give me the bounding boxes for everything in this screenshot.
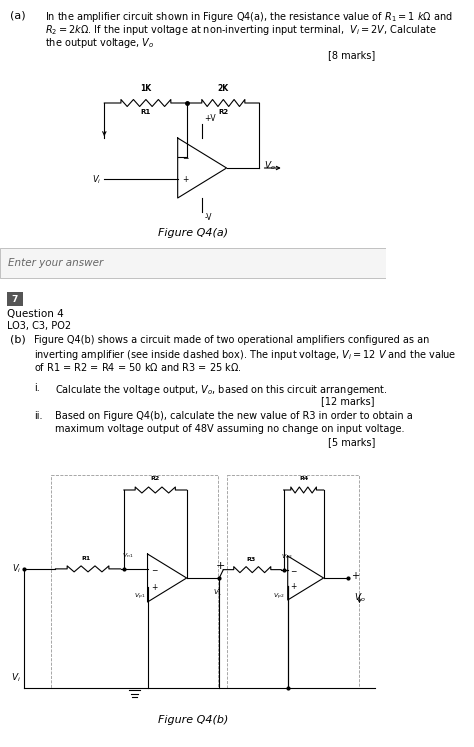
Text: $-$: $-$ xyxy=(290,565,298,574)
Text: of R1 = R2 = R4 = 50 k$\Omega$ and R3 = 25 k$\Omega$.: of R1 = R2 = R4 = 50 k$\Omega$ and R3 = … xyxy=(34,361,242,373)
Text: R1: R1 xyxy=(141,109,151,115)
Text: 7: 7 xyxy=(11,294,18,303)
Text: R2: R2 xyxy=(151,476,160,481)
Text: $R_2 = 2k\Omega$. If the input voltage at non-inverting input terminal,  $V_i = : $R_2 = 2k\Omega$. If the input voltage a… xyxy=(45,23,437,37)
Text: $V_{n2}$: $V_{n2}$ xyxy=(281,552,292,561)
Text: (a): (a) xyxy=(10,10,26,20)
Text: Figure Q4(b) shows a circuit made of two operational amplifiers configured as an: Figure Q4(b) shows a circuit made of two… xyxy=(34,335,429,345)
Text: [12 marks]: [12 marks] xyxy=(321,396,375,406)
Bar xyxy=(7,292,23,306)
Bar xyxy=(51,475,219,688)
Text: $V_1$: $V_1$ xyxy=(213,588,222,598)
Text: Figure Q4(b): Figure Q4(b) xyxy=(158,715,228,725)
Text: $+$: $+$ xyxy=(290,581,298,592)
Text: $V_o$: $V_o$ xyxy=(354,592,365,604)
Text: -V: -V xyxy=(205,213,212,222)
Text: LO3, C3, PO2: LO3, C3, PO2 xyxy=(7,321,71,331)
Text: R3: R3 xyxy=(246,557,255,562)
Text: [8 marks]: [8 marks] xyxy=(328,50,375,60)
Text: R1: R1 xyxy=(82,556,91,561)
Text: $V_{p2}$: $V_{p2}$ xyxy=(273,592,284,601)
Text: 1K: 1K xyxy=(140,84,152,93)
Text: $V_i$: $V_i$ xyxy=(11,672,21,684)
Bar xyxy=(227,475,359,688)
Text: maximum voltage output of 48V assuming no change on input voltage.: maximum voltage output of 48V assuming n… xyxy=(55,424,405,434)
Text: $V_i$: $V_i$ xyxy=(12,562,21,575)
Text: +: + xyxy=(216,561,226,571)
Text: (b): (b) xyxy=(10,335,26,345)
Text: $+$: $+$ xyxy=(182,174,190,185)
Text: Calculate the voltage output, $V_o$, based on this circuit arrangement.: Calculate the voltage output, $V_o$, bas… xyxy=(55,383,388,397)
Text: inverting amplifier (see inside dashed box). The input voltage, $V_i = 12\ V$ an: inverting amplifier (see inside dashed b… xyxy=(34,348,456,362)
Text: +V: +V xyxy=(205,114,216,123)
Text: $V_i$: $V_i$ xyxy=(92,173,101,186)
Text: +: + xyxy=(351,571,359,581)
Text: Enter your answer: Enter your answer xyxy=(8,258,103,268)
Text: ii.: ii. xyxy=(34,411,43,421)
Text: $-$: $-$ xyxy=(151,565,158,574)
Text: -: - xyxy=(351,683,355,693)
Text: In the amplifier circuit shown in Figure Q4(a), the resistance value of $R_1 = 1: In the amplifier circuit shown in Figure… xyxy=(45,10,453,24)
Text: $V_{p1}$: $V_{p1}$ xyxy=(135,592,146,602)
Text: R2: R2 xyxy=(218,109,228,115)
Text: 2K: 2K xyxy=(218,84,229,93)
Text: $-$: $-$ xyxy=(182,152,190,161)
Bar xyxy=(0,248,386,278)
Text: Based on Figure Q4(b), calculate the new value of R3 in order to obtain a: Based on Figure Q4(b), calculate the new… xyxy=(55,411,413,421)
Text: i.: i. xyxy=(34,383,40,393)
Text: $+$: $+$ xyxy=(151,582,158,592)
Text: R4: R4 xyxy=(299,476,308,481)
Text: Figure Q4(a): Figure Q4(a) xyxy=(158,228,228,238)
Text: the output voltage, $V_o$: the output voltage, $V_o$ xyxy=(45,36,155,50)
Text: $V_o$: $V_o$ xyxy=(264,160,276,173)
Text: $V_{n1}$: $V_{n1}$ xyxy=(122,551,134,560)
Text: [5 marks]: [5 marks] xyxy=(328,437,375,447)
Text: Question 4: Question 4 xyxy=(7,309,63,319)
